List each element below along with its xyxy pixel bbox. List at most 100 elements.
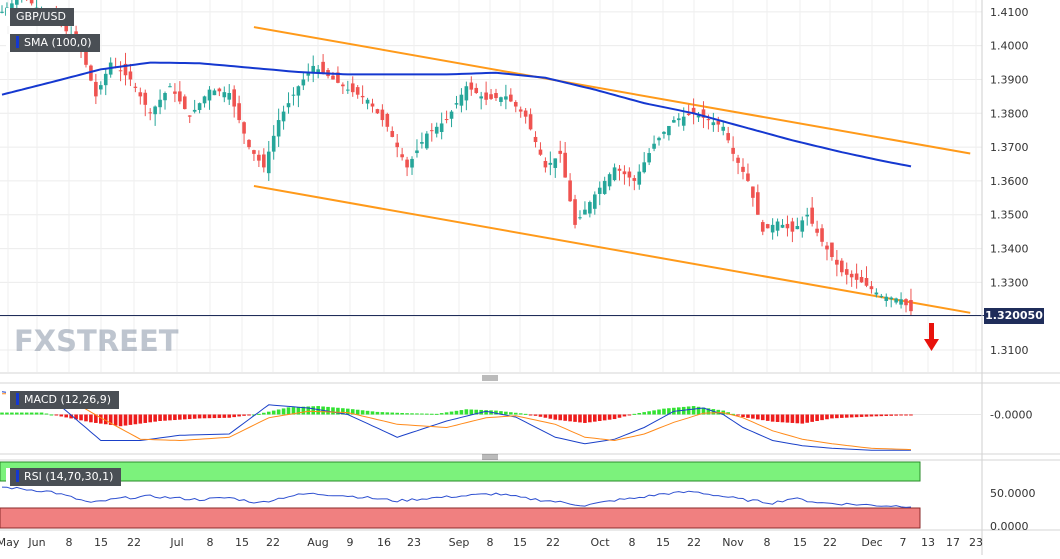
candle-body — [894, 298, 898, 303]
candle-body — [721, 126, 726, 131]
macd-histogram-bar — [5, 412, 9, 415]
rsi-swatch — [16, 470, 19, 482]
macd-histogram-bar — [795, 414, 800, 424]
candle-body — [765, 224, 770, 229]
macd-histogram-bar — [662, 408, 666, 415]
macd-histogram-bar — [597, 414, 602, 421]
macd-histogram-bar — [449, 411, 454, 415]
sma-line — [1, 61, 912, 168]
date-tick-label: 8 — [487, 536, 494, 549]
candle-body — [667, 125, 671, 136]
candle-body — [815, 228, 819, 233]
last-price-tag: 1.320050 — [984, 308, 1044, 324]
candle-body — [182, 96, 187, 110]
macd-histogram-bar — [19, 412, 24, 415]
macd-histogram-bar — [538, 414, 543, 417]
sma-100-line — [1, 61, 912, 168]
candle-body — [840, 260, 844, 273]
price-tick-label: 1.3900 — [990, 73, 1029, 86]
candle-body — [459, 94, 464, 106]
macd-histogram-bar — [390, 412, 395, 415]
candle-body — [247, 139, 251, 148]
symbol-label[interactable]: GBP/USD — [6, 8, 74, 26]
price-tick-label: 1.3600 — [990, 175, 1029, 188]
date-tick-label: 17 — [946, 536, 960, 549]
rsi-pane: 50.0000 0.0000 — [0, 461, 1036, 533]
candle-body — [553, 158, 558, 168]
macd-histogram-bar — [266, 411, 271, 415]
macd-histogram-bar — [39, 412, 44, 415]
candle-body — [311, 65, 316, 74]
candle-body — [736, 157, 740, 163]
candle-body — [29, 0, 34, 4]
macd-histogram-bar — [59, 414, 64, 417]
candle-body — [148, 112, 152, 114]
price-tick-label: 1.3100 — [990, 344, 1029, 357]
macd-histogram-bar — [415, 413, 419, 415]
macd-histogram-bar — [153, 414, 157, 422]
date-tick-label: 15 — [94, 536, 108, 549]
pane-separators — [0, 372, 1060, 531]
date-tick-label: 22 — [823, 536, 837, 549]
macd-histogram-bar — [89, 414, 93, 423]
macd-histogram-bar — [385, 412, 390, 415]
channel-upper-line — [253, 26, 971, 155]
candle-body — [94, 81, 98, 97]
candle-body — [889, 297, 893, 300]
candle-body — [825, 245, 829, 250]
macd-histogram-bar — [380, 412, 385, 415]
candle-body — [563, 152, 567, 178]
candle-body — [696, 115, 701, 118]
macd-histogram-bar — [187, 414, 192, 420]
macd-histogram-bar — [504, 411, 508, 415]
candle-body — [262, 154, 266, 168]
candle-body — [429, 130, 434, 132]
rsi-legend[interactable]: RSI (14,70,30,1) — [6, 468, 122, 486]
macd-legend[interactable]: MACD (12,26,9) — [6, 391, 120, 409]
candle-body — [380, 109, 385, 121]
candle-body — [706, 119, 711, 121]
macd-histogram-bar — [731, 413, 735, 415]
date-tick-label: 22 — [127, 536, 141, 549]
macd-histogram-bar — [558, 414, 563, 421]
date-tick-label: 23 — [969, 536, 983, 549]
rsi-tick-label: 0.0000 — [990, 520, 1029, 533]
macd-histogram-bar — [301, 406, 306, 415]
fxstreet-logo-fx: FXSTREET — [14, 324, 179, 358]
macd-histogram-bar — [686, 406, 691, 415]
price-grid — [0, 0, 982, 372]
macd-histogram-bar — [197, 414, 202, 419]
candle-body — [306, 72, 311, 76]
candle-body — [805, 214, 810, 217]
candle-body — [810, 207, 814, 224]
macd-histogram-bar — [607, 414, 612, 420]
candle-body — [568, 180, 572, 202]
macd-histogram-bar — [894, 414, 898, 416]
macd-histogram-bar — [573, 414, 577, 422]
candle-body — [716, 120, 721, 125]
date-tick-label: May — [0, 536, 20, 549]
macd-histogram-bar — [182, 414, 187, 420]
candle-body — [602, 180, 607, 194]
trend-channel — [253, 26, 971, 314]
candle-body — [291, 94, 296, 96]
candle-body — [543, 160, 548, 168]
candle-body — [622, 171, 627, 175]
macd-histogram-bar — [528, 414, 533, 416]
candle-body — [178, 91, 182, 102]
candle-body — [775, 221, 780, 231]
candle-body — [207, 89, 212, 101]
candle-body — [454, 103, 459, 105]
sma-legend[interactable]: SMA (100,0) — [6, 34, 100, 52]
date-tick-label: 23 — [407, 536, 421, 549]
macd-histogram-bar — [74, 414, 78, 420]
macd-histogram-bar — [178, 414, 182, 420]
macd-histogram-bar — [509, 412, 513, 415]
candle-body — [464, 86, 469, 101]
macd-histogram-bar — [780, 414, 785, 423]
macd-histogram-bar — [751, 414, 755, 419]
date-tick-label: Aug — [307, 536, 328, 549]
macd-histogram-bar — [49, 414, 54, 416]
candle-body — [133, 86, 138, 88]
macd-histogram-bar — [316, 406, 320, 415]
